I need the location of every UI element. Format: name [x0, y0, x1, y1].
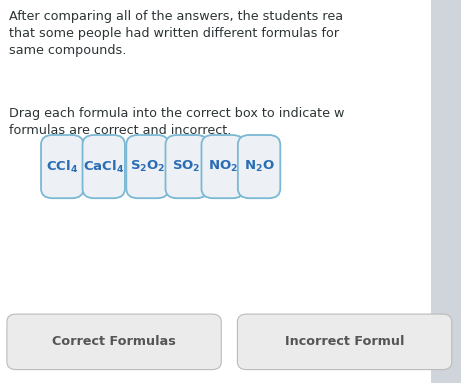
Text: $\mathbf{S_2O_2}$: $\mathbf{S_2O_2}$	[130, 159, 165, 174]
Text: $\mathbf{NO_2}$: $\mathbf{NO_2}$	[207, 159, 238, 174]
FancyBboxPatch shape	[201, 135, 244, 198]
FancyBboxPatch shape	[7, 314, 221, 370]
FancyBboxPatch shape	[83, 135, 125, 198]
FancyBboxPatch shape	[431, 0, 461, 383]
Text: Drag each formula into the correct box to indicate w
formulas are correct and in: Drag each formula into the correct box t…	[9, 107, 344, 137]
Text: $\mathbf{CCl_4}$: $\mathbf{CCl_4}$	[46, 159, 78, 175]
Text: Correct Formulas: Correct Formulas	[52, 336, 176, 348]
Text: After comparing all of the answers, the students rea
that some people had writte: After comparing all of the answers, the …	[9, 10, 343, 57]
FancyBboxPatch shape	[41, 135, 83, 198]
FancyBboxPatch shape	[238, 135, 280, 198]
Text: Incorrect Formul: Incorrect Formul	[285, 336, 404, 348]
Text: $\mathbf{N_2O}$: $\mathbf{N_2O}$	[244, 159, 274, 174]
FancyBboxPatch shape	[237, 314, 452, 370]
Text: $\mathbf{SO_2}$: $\mathbf{SO_2}$	[172, 159, 201, 174]
FancyBboxPatch shape	[165, 135, 208, 198]
Text: $\mathbf{CaCl_4}$: $\mathbf{CaCl_4}$	[83, 159, 124, 175]
FancyBboxPatch shape	[126, 135, 169, 198]
